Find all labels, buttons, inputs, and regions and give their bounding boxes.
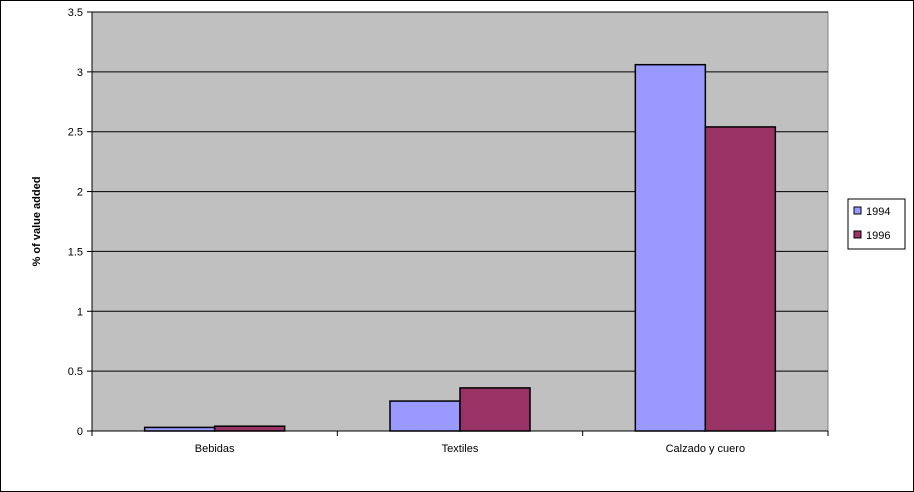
bar-1996-bebidas [213,425,286,432]
x-tick-label: Textiles [442,443,479,455]
y-tick-label: 0 [77,426,83,438]
bar-1994-textiles [389,400,461,432]
legend: 1994 1996 [847,198,906,250]
y-tick-label: 2 [77,187,83,199]
bar-1996-calzado-y-cuero [704,126,777,432]
axes: 0 0.5 1 1.5 2 2.5 3 3.5 Bebidas Textiles Calzado y… [68,7,829,455]
bar-1996-textiles [459,387,531,432]
y-tick-label: 3.5 [68,7,83,19]
x-tick-label: Calzado y cuero [666,443,746,455]
legend-swatch-1994 [853,206,862,215]
bars [143,63,777,432]
y-tick-label: 1.5 [68,246,83,258]
legend-label-1996: 1996 [866,230,890,242]
legend-swatch-1996 [853,230,862,239]
y-tick-label: 0.5 [68,366,83,378]
y-tick-label: 1 [77,306,83,318]
y-tick-label: 2.5 [68,127,83,139]
x-tick-label: Bebidas [195,443,235,455]
bar-1994-bebidas [143,426,216,432]
y-axis-title: % of value added [31,177,43,267]
legend-label-1994: 1994 [866,206,890,218]
y-tick-label: 3 [77,67,83,79]
bar-1994-calzado-y-cuero [634,63,707,432]
